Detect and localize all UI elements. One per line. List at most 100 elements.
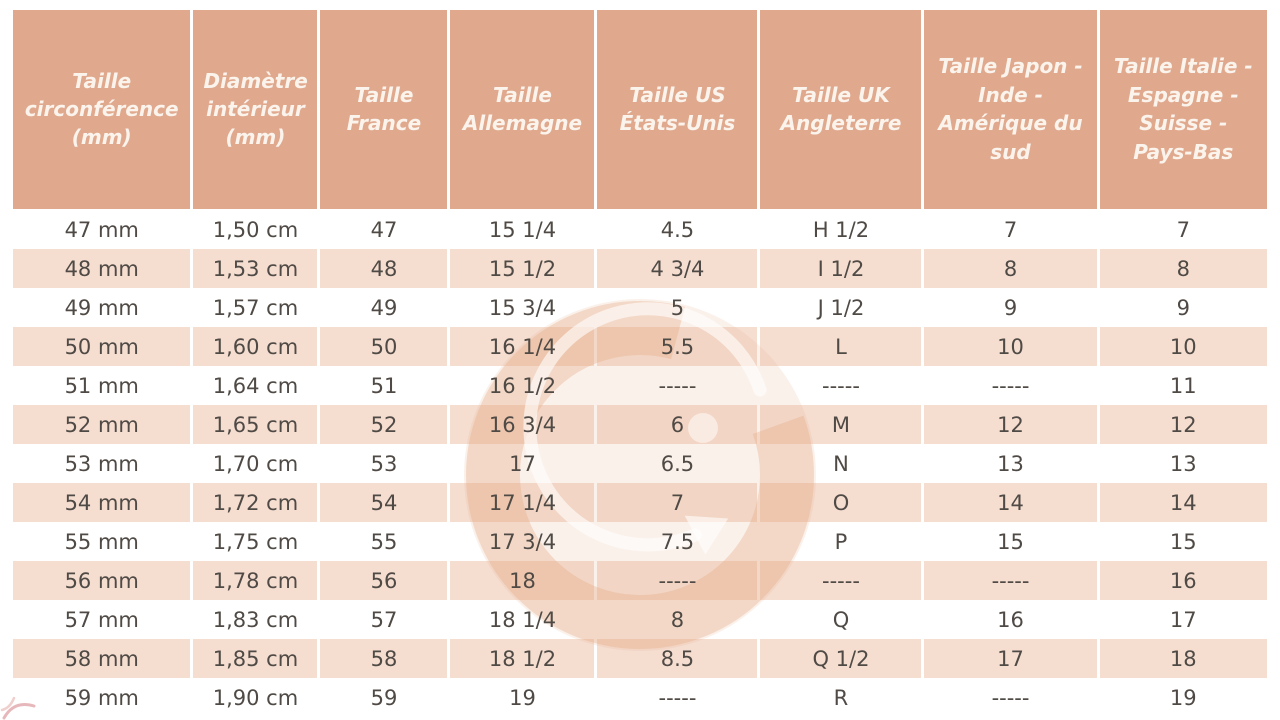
table-cell: 56	[318, 561, 451, 600]
table-cell: 15 3/4	[448, 288, 598, 327]
table-cell: 19	[448, 678, 598, 717]
column-header: Taille UK Angleterre	[758, 10, 925, 212]
table-row: 54 mm 1,72 cm 54 17 1/4 7 O 14 14	[13, 483, 1267, 522]
table-cell: 13	[1098, 444, 1267, 483]
table-cell: 58 mm	[13, 639, 194, 678]
table-row: 50 mm 1,60 cm 50 16 1/4 5.5 L 10 10	[13, 327, 1267, 366]
table-row: 57 mm 1,83 cm 57 18 1/4 8 Q 16 17	[13, 600, 1267, 639]
table-cell: 8	[1098, 249, 1267, 288]
table-cell: 54 mm	[13, 483, 194, 522]
table-cell: 50	[318, 327, 451, 366]
table-cell: 7	[922, 210, 1100, 249]
table-cell: 59	[318, 678, 451, 717]
table-cell: 8.5	[595, 639, 761, 678]
table-cell: 15	[922, 522, 1100, 561]
table-cell: -----	[922, 561, 1100, 600]
table-cell: 55 mm	[13, 522, 194, 561]
table-cell: 6	[595, 405, 761, 444]
table-cell: 1,65 cm	[191, 405, 321, 444]
table-cell: 10	[1098, 327, 1267, 366]
table-cell: 17 1/4	[448, 483, 598, 522]
table-cell: 16	[1098, 561, 1267, 600]
table-row: 56 mm 1,78 cm 56 18 ----- ----- ----- 16	[13, 561, 1267, 600]
table-cell: 1,90 cm	[191, 678, 321, 717]
table-row: 55 mm 1,75 cm 55 17 3/4 7.5 P 15 15	[13, 522, 1267, 561]
table-cell: 56 mm	[13, 561, 194, 600]
table-row: 48 mm 1,53 cm 48 15 1/2 4 3/4 I 1/2 8 8	[13, 249, 1267, 288]
table-cell: 59 mm	[13, 678, 194, 717]
table-cell: 1,72 cm	[191, 483, 321, 522]
table-cell: R	[758, 678, 925, 717]
table-cell: 7.5	[595, 522, 761, 561]
table-cell: 8	[595, 600, 761, 639]
table-cell: 50 mm	[13, 327, 194, 366]
table-cell: 16 1/2	[448, 366, 598, 405]
table-cell: 1,75 cm	[191, 522, 321, 561]
table-row: 49 mm 1,57 cm 49 15 3/4 5 J 1/2 9 9	[13, 288, 1267, 327]
table-cell: -----	[595, 678, 761, 717]
table-cell: 1,50 cm	[191, 210, 321, 249]
table-cell: Q	[758, 600, 925, 639]
table-cell: 1,60 cm	[191, 327, 321, 366]
table-cell: 4 3/4	[595, 249, 761, 288]
table-cell: 52 mm	[13, 405, 194, 444]
table-cell: 9	[922, 288, 1100, 327]
table-cell: I 1/2	[758, 249, 925, 288]
column-header: Taille US États-Unis	[595, 10, 761, 212]
table-cell: 48 mm	[13, 249, 194, 288]
column-header: Diamètre intérieur (mm)	[191, 10, 321, 212]
table-cell: 48	[318, 249, 451, 288]
table-cell: 51 mm	[13, 366, 194, 405]
table-cell: 10	[922, 327, 1100, 366]
table-cell: 15 1/4	[448, 210, 598, 249]
table-cell: 16 1/4	[448, 327, 598, 366]
table-cell: -----	[595, 366, 761, 405]
table-cell: 17	[1098, 600, 1267, 639]
table-cell: 47 mm	[13, 210, 194, 249]
table-cell: 15 1/2	[448, 249, 598, 288]
table-cell: 54	[318, 483, 451, 522]
table-cell: 51	[318, 366, 451, 405]
table-cell: 17	[448, 444, 598, 483]
table-cell: -----	[595, 561, 761, 600]
column-header: Taille circonférence (mm)	[13, 10, 194, 212]
table-cell: 8	[922, 249, 1100, 288]
table-row: 52 mm 1,65 cm 52 16 3/4 6 M 12 12	[13, 405, 1267, 444]
column-header: Taille Italie - Espagne - Suisse - Pays-…	[1098, 10, 1267, 212]
table-cell: 47	[318, 210, 451, 249]
table-cell: 57 mm	[13, 600, 194, 639]
table-cell: 53	[318, 444, 451, 483]
table-cell: -----	[922, 678, 1100, 717]
table-cell: 16	[922, 600, 1100, 639]
table-cell: L	[758, 327, 925, 366]
table-cell: J 1/2	[758, 288, 925, 327]
table-cell: 16 3/4	[448, 405, 598, 444]
table-cell: N	[758, 444, 925, 483]
table-cell: 12	[922, 405, 1100, 444]
table-row: 47 mm 1,50 cm 47 15 1/4 4.5 H 1/2 7 7	[13, 210, 1267, 249]
table-cell: 5.5	[595, 327, 761, 366]
column-header: Taille France	[318, 10, 451, 212]
table-cell: 6.5	[595, 444, 761, 483]
table-cell: 17 3/4	[448, 522, 598, 561]
table-cell: -----	[758, 561, 925, 600]
table-cell: 9	[1098, 288, 1267, 327]
header-row: Taille circonférence (mm) Diamètre intéri…	[13, 10, 1267, 212]
table-cell: 1,64 cm	[191, 366, 321, 405]
table-row: 58 mm 1,85 cm 58 18 1/2 8.5 Q 1/2 17 18	[13, 639, 1267, 678]
table-cell: 1,70 cm	[191, 444, 321, 483]
table-cell: M	[758, 405, 925, 444]
table-header: Taille circonférence (mm) Diamètre intéri…	[13, 10, 1267, 212]
table-cell: 11	[1098, 366, 1267, 405]
table-cell: 57	[318, 600, 451, 639]
table-container: Taille circonférence (mm) Diamètre intéri…	[13, 10, 1267, 717]
table-cell: 18 1/4	[448, 600, 598, 639]
table-cell: 15	[1098, 522, 1267, 561]
table-cell: 49 mm	[13, 288, 194, 327]
table-cell: 19	[1098, 678, 1267, 717]
table-cell: 18	[448, 561, 598, 600]
column-header: Taille Japon - Inde - Amérique du sud	[922, 10, 1100, 212]
table-cell: 1,53 cm	[191, 249, 321, 288]
table-cell: H 1/2	[758, 210, 925, 249]
